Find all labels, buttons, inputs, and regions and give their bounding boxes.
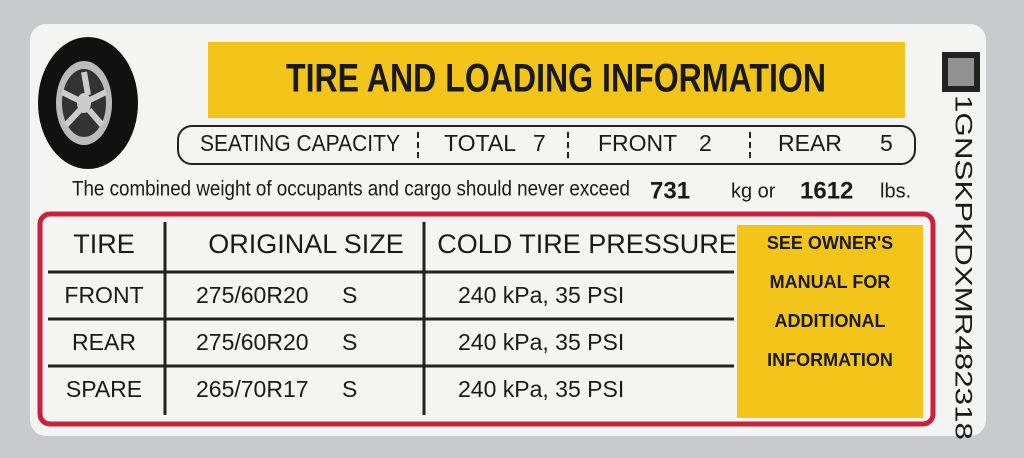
row-size: 275/60R20 — [196, 282, 309, 308]
weight-kg: 731 — [650, 177, 690, 204]
row-pressure: 240 kPa, 35 PSI — [458, 329, 624, 355]
front-label: FRONT — [598, 130, 677, 156]
row-speed: S — [342, 329, 357, 355]
row-size: 275/60R20 — [196, 329, 309, 355]
row-pressure: 240 kPa, 35 PSI — [458, 282, 624, 308]
title-banner — [208, 42, 905, 118]
front-value: 2 — [699, 130, 712, 156]
note-line: INFORMATION — [767, 350, 893, 370]
row-size: 265/70R17 — [196, 376, 309, 402]
table-border — [37, 211, 936, 427]
vin: 1GNSKPKDXMR482318 — [950, 95, 977, 440]
qr-pattern — [948, 58, 974, 86]
row-speed: S — [342, 282, 357, 308]
note-line: MANUAL FOR — [770, 272, 891, 292]
weight-lbs: 1612 — [800, 177, 853, 204]
row-tire: SPARE — [66, 376, 142, 402]
row-speed: S — [342, 376, 357, 402]
table-header: ORIGINAL SIZE — [208, 229, 404, 259]
table-lines — [48, 222, 734, 415]
rear-value: 5 — [880, 130, 893, 156]
table-header: COLD TIRE PRESSURE — [437, 229, 737, 259]
total-label: TOTAL — [444, 130, 516, 156]
seating-dividers — [417, 132, 751, 158]
total-value: 7 — [533, 130, 546, 156]
row-tire: FRONT — [64, 282, 143, 308]
kg-unit: kg or — [731, 180, 776, 202]
table-header: TIRE — [73, 229, 135, 259]
row-pressure: 240 kPa, 35 PSI — [458, 376, 624, 402]
tire-icon — [38, 37, 138, 169]
note-line: SEE OWNER'S — [767, 233, 893, 253]
lbs-unit: lbs. — [880, 180, 911, 202]
seating-label: SEATING CAPACITY — [200, 130, 400, 156]
note-box — [737, 225, 923, 418]
rear-label: REAR — [778, 130, 842, 156]
title: TIRE AND LOADING INFORMATION — [286, 57, 826, 101]
row-tire: REAR — [72, 329, 136, 355]
seating-box — [177, 125, 916, 165]
weight-text: The combined weight of occupants and car… — [72, 178, 630, 201]
note-line: ADDITIONAL — [775, 311, 886, 331]
